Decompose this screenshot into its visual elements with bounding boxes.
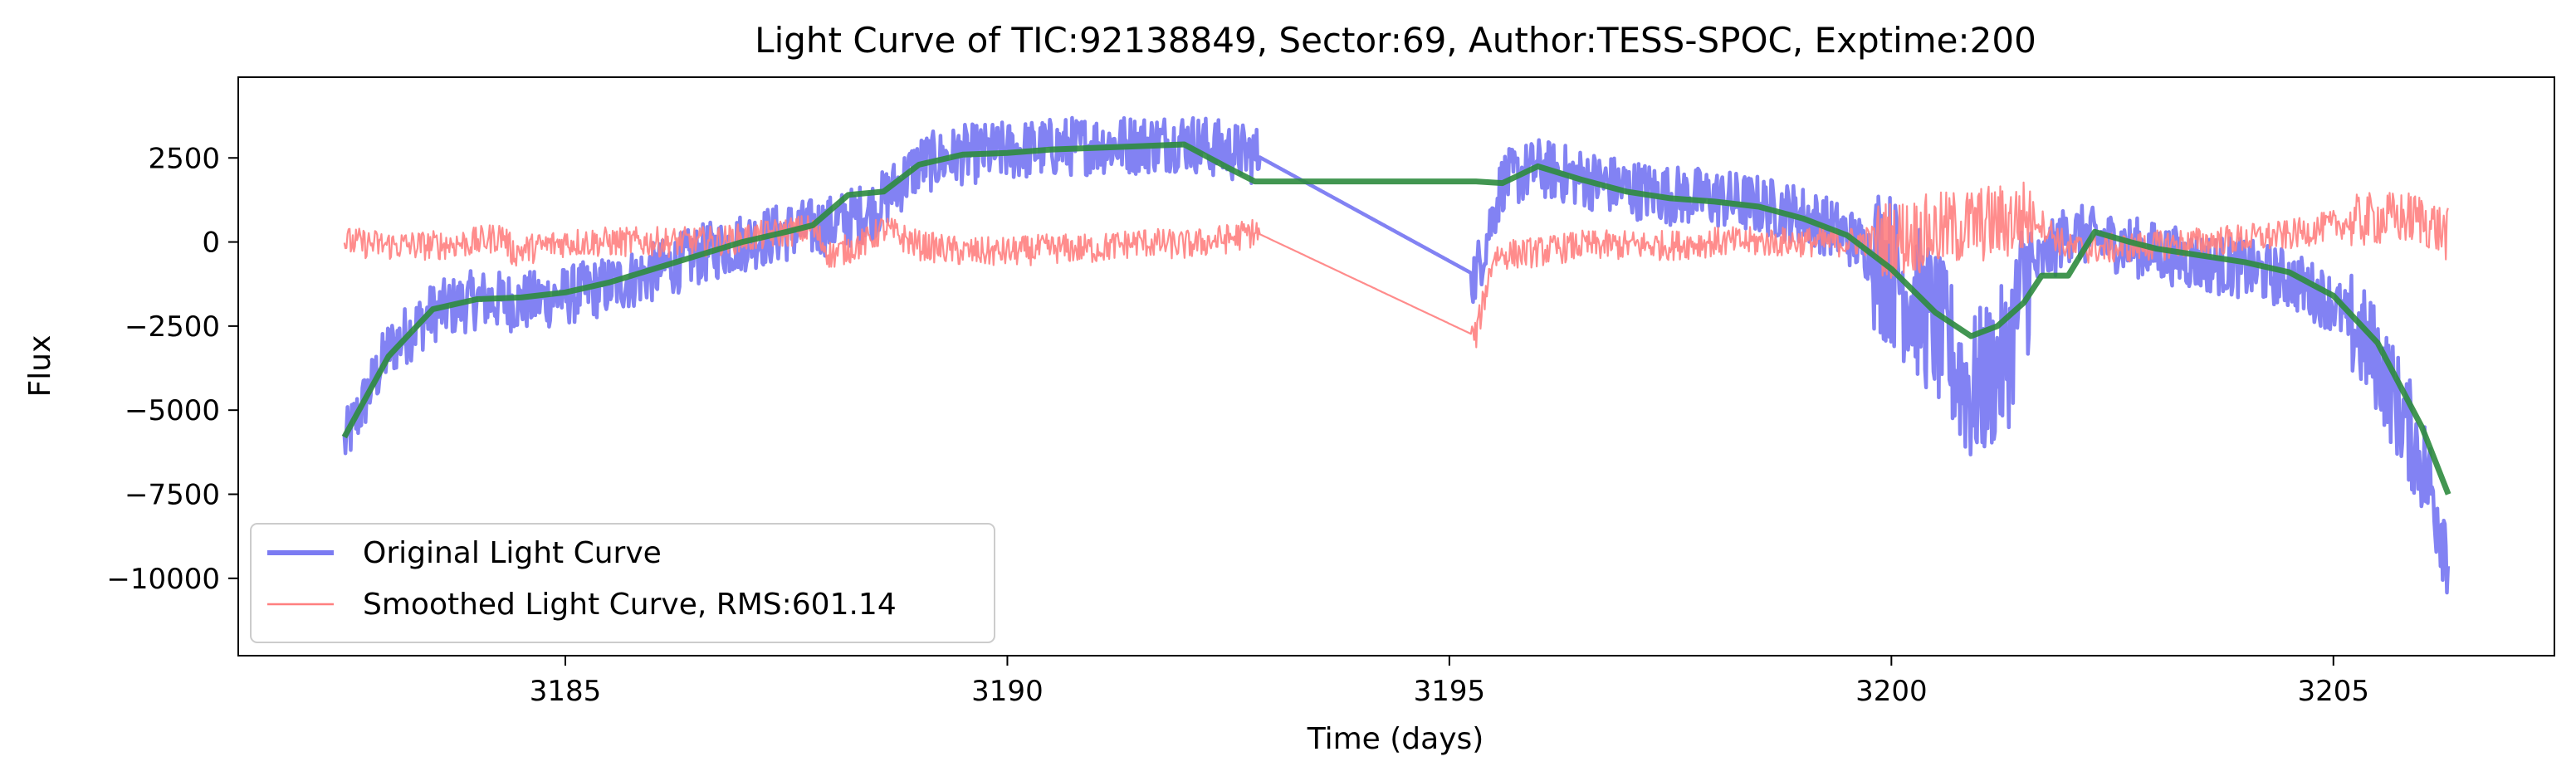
series-original-light-curve xyxy=(342,115,2451,595)
chart-title: Light Curve of TIC:92138849, Sector:69, … xyxy=(755,20,2036,61)
y-tick-label-4: −7500 xyxy=(125,478,220,511)
y-axis: 2500 0 −2500 −5000 −7500 −10000 xyxy=(106,142,238,596)
y-axis-label: Flux xyxy=(23,335,57,398)
y-tick-label-1: 0 xyxy=(202,227,220,260)
y-tick-label-2: −2500 xyxy=(125,310,220,344)
x-axis-label: Time (days) xyxy=(1307,722,1484,756)
x-tick-label-3: 3200 xyxy=(1855,675,1928,708)
axes-frame xyxy=(237,76,2555,657)
legend-box xyxy=(250,523,995,643)
y-tick-label-3: −5000 xyxy=(125,394,220,427)
x-tick-label-2: 3195 xyxy=(1414,675,1486,708)
legend-label-smoothed: Smoothed Light Curve, RMS:601.14 xyxy=(363,588,897,622)
series-smoothed-light-curve xyxy=(343,181,2449,349)
legend-label-original: Original Light Curve xyxy=(363,536,662,570)
legend: Original Light Curve Smoothed Light Curv… xyxy=(250,523,995,643)
y-tick-label-0: 2500 xyxy=(148,142,220,175)
y-tick-label-5: −10000 xyxy=(106,563,220,596)
series-trend-line xyxy=(341,141,2451,495)
x-tick-label-1: 3190 xyxy=(971,675,1044,708)
x-tick-label-4: 3205 xyxy=(2298,675,2370,708)
x-tick-label-0: 3185 xyxy=(530,675,602,708)
x-axis: 3185 3190 3195 3200 3205 xyxy=(530,656,2369,708)
plot-area xyxy=(237,76,2555,657)
series-layer xyxy=(341,115,2451,595)
